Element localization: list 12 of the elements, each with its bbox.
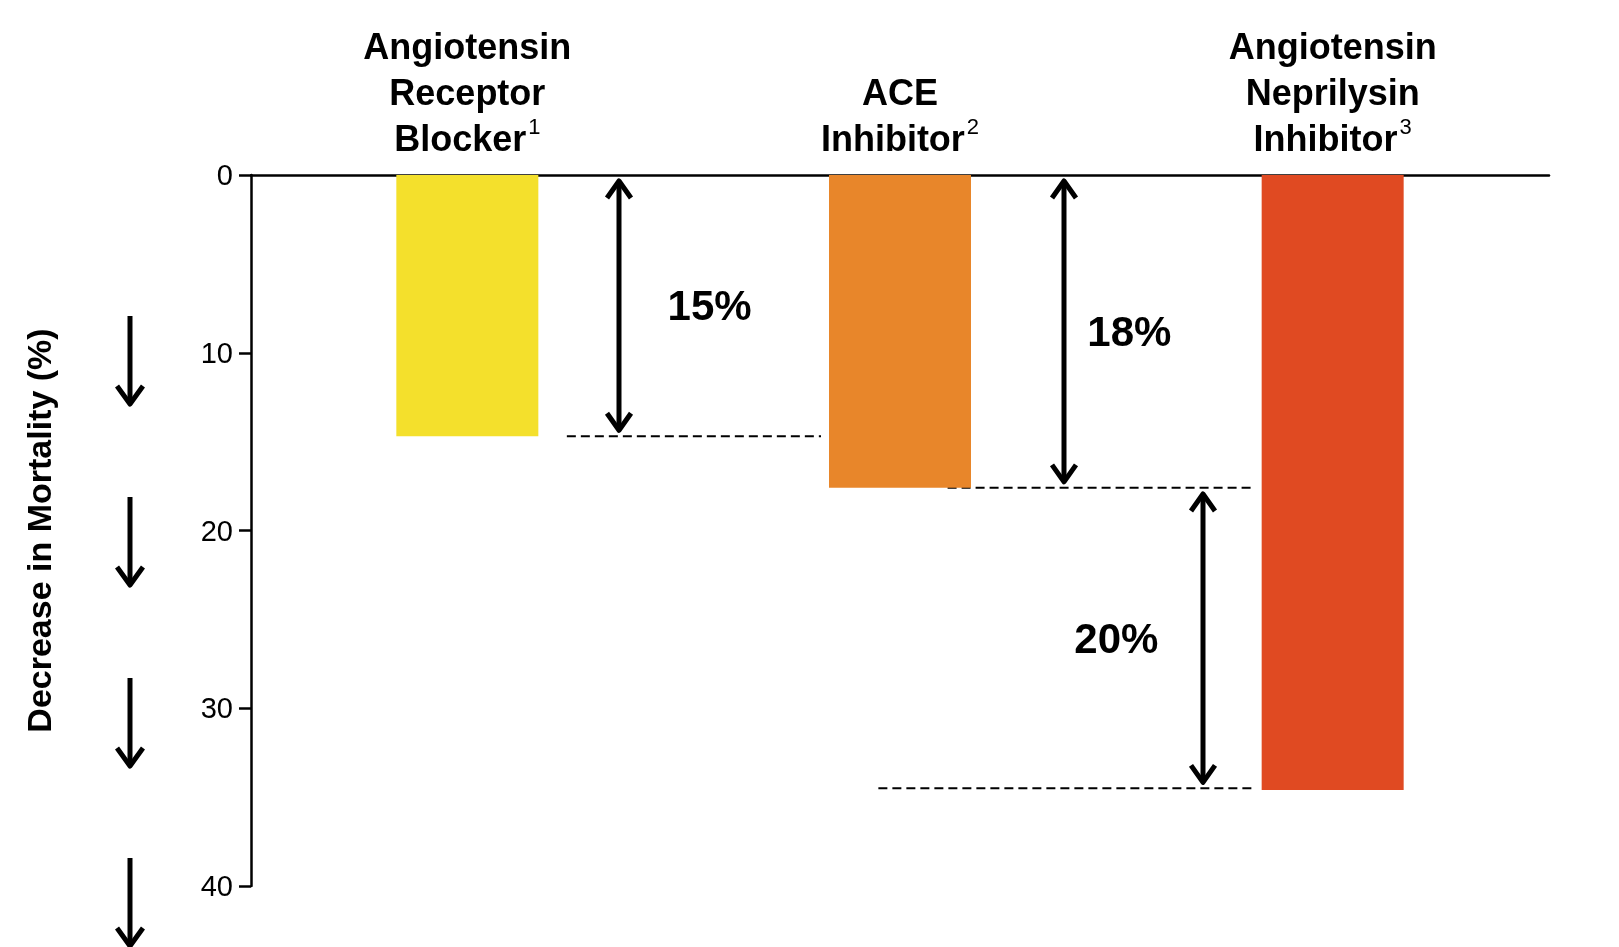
y-tick-label: 10 <box>200 336 233 369</box>
annotation: 15% <box>667 282 752 330</box>
bar <box>829 175 971 488</box>
annotation: 20% <box>1074 614 1159 662</box>
y-axis-title: Decrease in Mortality (%) <box>20 328 58 733</box>
bar <box>396 175 539 437</box>
y-tick-label: 30 <box>200 692 233 725</box>
y-tick-label: 20 <box>200 514 233 547</box>
bar <box>1261 175 1404 791</box>
y-tick-label: 40 <box>200 870 233 902</box>
y-tick-label: 0 <box>216 159 233 191</box>
annotation: 18% <box>1087 307 1172 355</box>
